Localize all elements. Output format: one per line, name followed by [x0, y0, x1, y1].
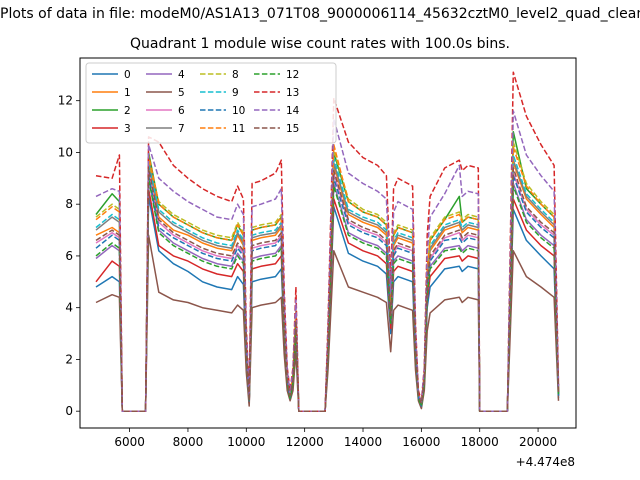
legend-label-8: 8	[232, 69, 239, 81]
axes-layer: 6000 8000 10000 12000 14000 16000 18000 20000 0 2…	[58, 94, 557, 449]
x-tick-label: 6000	[114, 435, 145, 449]
x-tick-label: 16000	[402, 435, 440, 449]
series-line-10	[95, 174, 560, 412]
legend-label-11: 11	[232, 123, 245, 135]
x-tick-label: 8000	[173, 435, 204, 449]
x-offset-label: +4.474e8	[516, 455, 575, 469]
series-line-14	[95, 110, 560, 412]
x-tick-label: 18000	[461, 435, 499, 449]
legend-label-7: 7	[178, 123, 185, 135]
chart-title: Quadrant 1 module wise count rates with …	[130, 36, 510, 52]
y-tick-label: 8	[65, 197, 73, 211]
y-tick-label: 10	[58, 145, 73, 159]
legend-box	[85, 62, 337, 144]
x-tick-label: 14000	[344, 435, 382, 449]
y-tick-label: 0	[65, 404, 73, 418]
legend-label-6: 6	[178, 105, 185, 117]
legend-label-15: 15	[286, 123, 299, 135]
y-tick-label: 6	[65, 249, 73, 263]
legend-label-3: 3	[124, 123, 131, 135]
series-line-5	[95, 234, 560, 412]
y-tick-label: 2	[65, 352, 73, 366]
legend-label-12: 12	[286, 69, 299, 81]
x-tick-label: 12000	[286, 435, 324, 449]
legend-label-1: 1	[124, 87, 131, 99]
x-tick-label: 20000	[519, 435, 557, 449]
legend-label-5: 5	[178, 87, 185, 99]
figure-suptitle: Plots of data in file: modeM0/AS1A13_071…	[0, 6, 640, 22]
series-layer	[95, 71, 560, 412]
legend-label-2: 2	[124, 105, 131, 117]
y-tick-label: 4	[65, 301, 73, 315]
series-line-15	[95, 167, 560, 412]
legend-label-14: 14	[286, 105, 300, 117]
series-line-12	[95, 177, 560, 412]
legend-label-13: 13	[286, 87, 299, 99]
legend-label-10: 10	[232, 105, 245, 117]
y-tick-label: 12	[58, 94, 73, 108]
legend-label-0: 0	[124, 69, 131, 81]
legend-label-4: 4	[178, 69, 185, 81]
plot-frame	[79, 57, 577, 429]
series-line-8	[95, 141, 560, 412]
x-tick-label: 10000	[227, 435, 265, 449]
legend-label-9: 9	[232, 87, 239, 99]
